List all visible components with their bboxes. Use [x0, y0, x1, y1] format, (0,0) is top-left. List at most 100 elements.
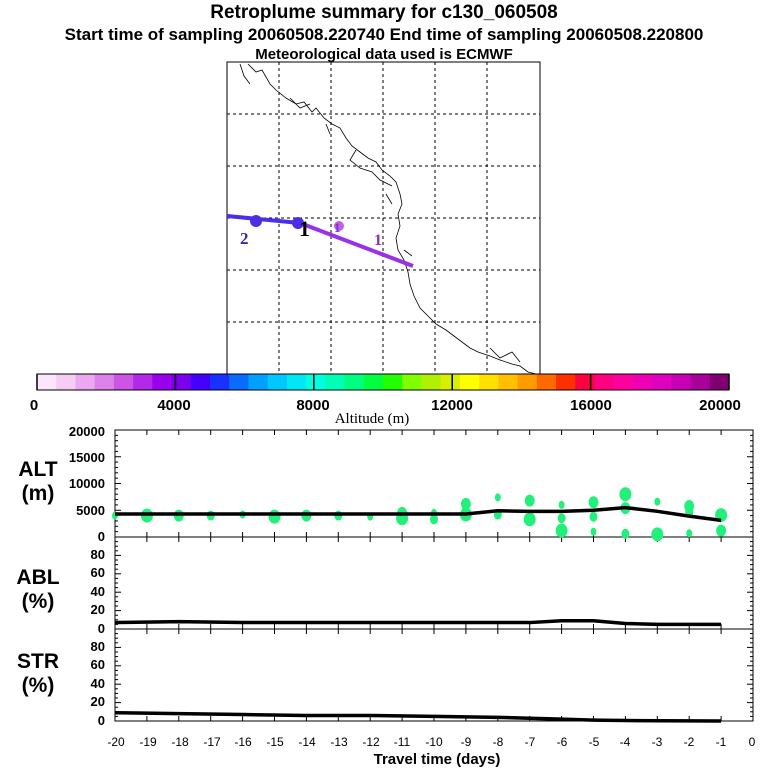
- colorbar-swatch: [229, 374, 249, 390]
- x-tick: -19: [139, 735, 157, 749]
- colorbar-swatch: [440, 374, 461, 390]
- alt-ytick: 20000: [69, 424, 105, 439]
- colorbar-swatch: [152, 374, 173, 390]
- colorbar-swatch: [671, 374, 692, 390]
- x-tick: -9: [461, 735, 472, 749]
- colorbar-swatch: [190, 374, 211, 390]
- colorbar-swatch: [383, 374, 403, 390]
- colorbar-swatch: [306, 374, 326, 390]
- colorbar-swatch: [517, 374, 538, 390]
- trajectory: 2 1 1 1: [226, 214, 414, 268]
- colorbar-swatch: [556, 374, 576, 390]
- colorbar-tick: 4000: [157, 397, 190, 414]
- colorbar: [36, 373, 730, 391]
- colorbar-swatch: [56, 374, 76, 390]
- str-ytick: 60: [91, 657, 105, 672]
- str-ytick: 0: [98, 713, 105, 728]
- trajectory-point: [250, 215, 262, 227]
- x-tick: -13: [330, 735, 348, 749]
- alt-scatter-point: [494, 493, 501, 502]
- alt-ytick: 15000: [69, 450, 105, 465]
- x-tick: -20: [107, 735, 125, 749]
- trajectory-segment-late: [299, 221, 414, 268]
- x-tick: -5: [589, 735, 600, 749]
- alt-scatter-point: [651, 527, 664, 542]
- colorbar-label: Altitude (m): [335, 411, 410, 427]
- colorbar-swatch: [575, 374, 595, 390]
- alt-scatter-point: [524, 494, 535, 507]
- colorbar-tick: 20000: [699, 397, 741, 414]
- colorbar-swatch: [133, 374, 153, 390]
- alt-scatter-point: [557, 513, 566, 524]
- colorbar-swatch: [690, 374, 711, 390]
- abl-label: ABL: [16, 566, 59, 589]
- x-tick-labels: -20 -19 -18 -17 -16 -15 -14 -13 -12 -11 …: [107, 735, 755, 749]
- map-panel: 2 1 1 1: [226, 61, 541, 375]
- abl-line: [114, 618, 722, 627]
- alt-scatter: [112, 487, 728, 542]
- colorbar-swatch: [37, 374, 57, 390]
- colorbar-swatch: [113, 374, 134, 390]
- abl-ytick: 40: [91, 584, 105, 599]
- x-tick: -16: [234, 735, 252, 749]
- str-ytick: 20: [91, 694, 105, 709]
- alt-scatter-point: [555, 523, 568, 538]
- colorbar-swatch: [267, 374, 288, 390]
- trajectory-label: 1: [334, 220, 341, 235]
- alt-scatter-point: [590, 527, 597, 536]
- abl-frame: [114, 536, 754, 630]
- colorbar-swatch: [363, 374, 384, 390]
- x-tick: 0: [749, 735, 756, 749]
- alt-scatter-point: [558, 500, 565, 509]
- page-title: Retroplume summary for c130_060508: [210, 2, 558, 23]
- colorbar-swatch: [421, 374, 442, 390]
- x-tick: -18: [171, 735, 189, 749]
- str-ytick: 40: [91, 676, 105, 691]
- alt-scatter-point: [588, 496, 599, 509]
- colorbar-swatch: [75, 374, 96, 390]
- alt-scatter-point: [621, 528, 630, 539]
- coastline-detail: [239, 63, 521, 363]
- colorbar-swatch: [459, 374, 480, 390]
- colorbar-swatch: [632, 374, 653, 390]
- colorbar-tick: 8000: [296, 397, 329, 414]
- abl-yticks: 0 20 40 60 80: [91, 547, 105, 636]
- colorbar-swatch: [325, 374, 346, 390]
- panel-labels: ALT (m) ABL (%) STR (%): [16, 458, 59, 697]
- alt-ytick: 5000: [76, 503, 105, 518]
- panel-tick-marks: [114, 429, 754, 722]
- x-tick: -11: [394, 735, 411, 749]
- colorbar-swatch: [709, 374, 730, 390]
- colorbar-swatch: [210, 374, 230, 390]
- alt-scatter-point: [460, 497, 471, 510]
- alt-label: ALT: [18, 458, 57, 481]
- str-yticks: 0 20 40 60 80: [91, 639, 105, 728]
- x-tick: -1: [716, 735, 727, 749]
- sampling-times: Start time of sampling 20060508.220740 E…: [64, 25, 704, 44]
- colorbar-swatch: [286, 374, 307, 390]
- map-gridlines: [227, 62, 540, 374]
- x-tick: -15: [266, 735, 284, 749]
- x-tick: -12: [362, 735, 380, 749]
- colorbar-swatch: [498, 374, 519, 390]
- meteo-source: Meteorological data used is ECMWF: [255, 46, 513, 63]
- abl-ytick: 80: [91, 547, 105, 562]
- trajectory-label: 2: [240, 229, 249, 248]
- trajectory-segment-early: [226, 214, 301, 225]
- alt-scatter-point: [654, 497, 661, 506]
- colorbar-swatch: [536, 374, 557, 390]
- x-tick: -6: [557, 735, 568, 749]
- x-axis-label: Travel time (days): [374, 751, 501, 768]
- colorbar-swatch: [402, 374, 422, 390]
- x-tick: -7: [525, 735, 536, 749]
- str-unit: (%): [22, 674, 55, 697]
- colorbar-swatch: [344, 374, 365, 390]
- abl-ytick: 60: [91, 565, 105, 580]
- abl-ytick: 20: [91, 602, 105, 617]
- abl-unit: (%): [22, 590, 55, 613]
- alt-scatter-point: [523, 512, 536, 527]
- colorbar-tick: 16000: [570, 397, 612, 414]
- alt-scatter-point: [589, 511, 598, 522]
- alt-scatter-point: [716, 524, 727, 537]
